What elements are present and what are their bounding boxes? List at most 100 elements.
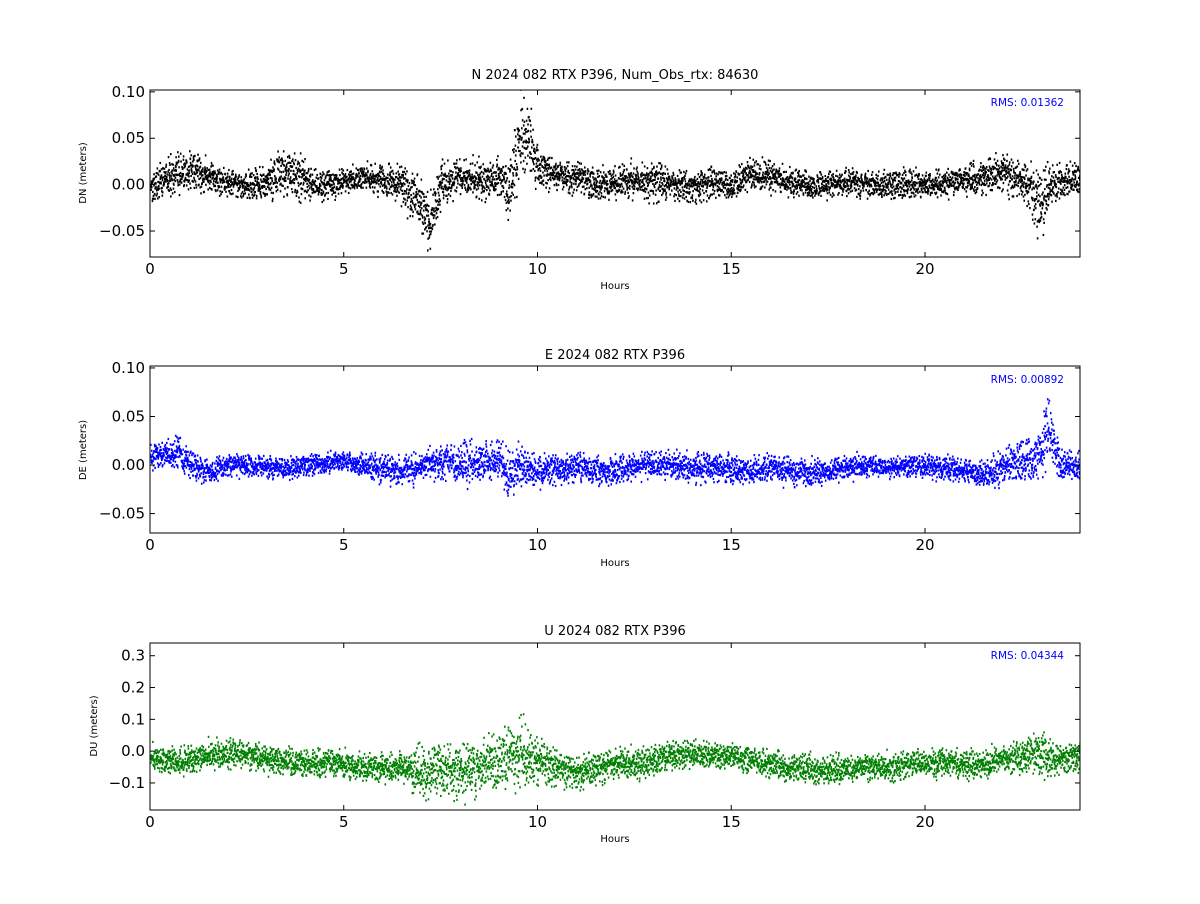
data-point	[832, 173, 834, 176]
data-point	[369, 172, 372, 176]
data-point	[520, 161, 522, 164]
data-point	[900, 177, 903, 180]
data-point	[954, 177, 957, 180]
data-point	[616, 189, 619, 192]
data-point	[831, 185, 834, 188]
data-point	[889, 191, 891, 194]
data-point	[520, 152, 523, 155]
data-point	[599, 187, 601, 190]
data-point	[296, 163, 299, 166]
data-point	[1022, 183, 1024, 186]
data-point	[854, 189, 857, 192]
data-point	[940, 194, 942, 197]
data-point	[986, 175, 989, 178]
data-point	[180, 160, 182, 163]
data-point	[283, 164, 286, 167]
data-point	[302, 168, 304, 171]
data-point	[912, 192, 915, 195]
data-point	[722, 172, 724, 175]
data-point	[619, 165, 621, 169]
data-point	[366, 176, 369, 179]
data-point	[595, 184, 598, 188]
data-point	[761, 185, 764, 188]
data-point	[832, 175, 834, 179]
data-point	[646, 167, 649, 170]
data-point	[813, 183, 816, 186]
data-point	[965, 178, 968, 182]
data-point	[161, 179, 164, 182]
data-point	[679, 183, 682, 186]
data-point	[522, 167, 524, 170]
data-point	[465, 179, 468, 182]
data-point	[688, 180, 690, 183]
data-point	[719, 181, 722, 184]
data-point	[659, 185, 661, 188]
data-point	[262, 177, 265, 181]
data-point	[383, 175, 385, 178]
data-point	[766, 168, 769, 171]
data-point	[1002, 162, 1005, 165]
data-point	[1021, 193, 1023, 196]
data-point	[289, 176, 292, 179]
data-point	[1038, 199, 1040, 202]
data-point	[655, 202, 658, 205]
data-point	[577, 160, 579, 164]
data-point	[514, 144, 517, 147]
data-point	[338, 168, 341, 171]
data-point	[991, 184, 993, 187]
data-point	[347, 185, 349, 188]
data-point	[848, 171, 851, 174]
data-point	[810, 182, 813, 185]
data-point	[507, 199, 510, 202]
data-point	[797, 175, 799, 178]
data-point	[258, 189, 260, 192]
data-point	[498, 166, 500, 169]
data-point	[850, 182, 852, 185]
data-point	[702, 176, 705, 179]
data-point	[873, 182, 876, 185]
data-point	[285, 163, 288, 166]
data-point	[969, 162, 971, 165]
data-point	[939, 188, 942, 192]
data-point	[488, 193, 491, 196]
data-point	[369, 177, 372, 180]
data-point	[989, 157, 992, 161]
data-point	[304, 169, 306, 172]
data-point	[402, 173, 404, 176]
data-point	[738, 173, 741, 176]
data-point	[614, 187, 617, 190]
data-point	[734, 179, 736, 182]
data-point	[545, 164, 548, 167]
data-point	[357, 175, 359, 178]
data-point	[900, 181, 903, 185]
data-point	[944, 177, 947, 180]
data-point	[766, 169, 769, 173]
data-point	[234, 178, 237, 181]
data-point	[560, 167, 562, 170]
data-point	[1006, 159, 1008, 163]
data-point	[360, 172, 363, 175]
data-point	[509, 196, 511, 199]
data-point	[406, 196, 409, 199]
data-point	[199, 176, 202, 180]
data-point	[301, 175, 304, 178]
data-point	[258, 183, 261, 187]
data-point	[381, 184, 384, 187]
data-point	[927, 173, 930, 177]
data-point	[443, 185, 446, 188]
data-point	[402, 170, 404, 173]
data-point	[962, 185, 964, 189]
data-point	[563, 166, 566, 169]
data-point	[747, 165, 750, 169]
data-point	[858, 193, 860, 196]
data-point	[626, 186, 629, 190]
data-point	[153, 184, 155, 187]
data-point	[855, 182, 858, 186]
data-point	[996, 186, 999, 189]
data-point	[912, 170, 915, 173]
data-point	[318, 182, 321, 186]
data-point	[521, 119, 524, 122]
data-point	[1037, 185, 1040, 188]
data-point	[351, 173, 353, 176]
data-point	[390, 181, 393, 184]
